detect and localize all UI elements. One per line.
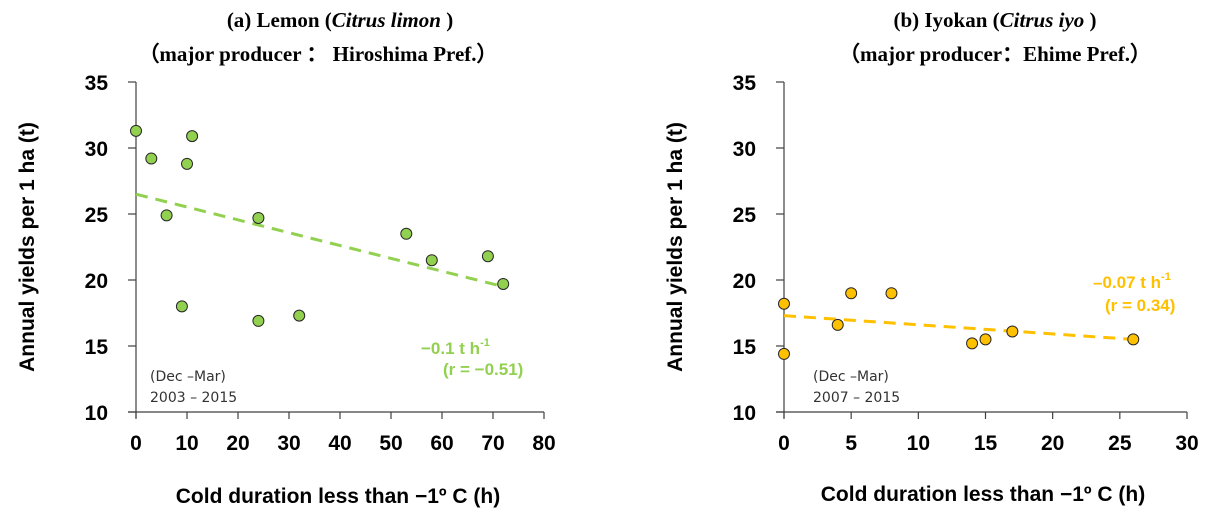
chart-title: (b) Iyokan (Citrus iyo ) (893, 8, 1096, 32)
x-tick-label: 0 (130, 432, 142, 455)
y-tick-label: 15 (733, 336, 757, 359)
data-point (497, 277, 510, 290)
x-tick-label: 60 (430, 432, 453, 455)
y-axis-label: Annual yields per 1 ha (t) (664, 122, 687, 372)
y-tick-label: 25 (85, 204, 109, 227)
trendline (135, 192, 504, 289)
data-point (400, 227, 413, 240)
panel-iyokan: (b) Iyokan (Citrus iyo ) （major producer… (664, 8, 1199, 506)
data-point (425, 254, 438, 267)
y-tick-label: 20 (733, 270, 756, 293)
data-point (252, 211, 265, 224)
y-tick-label: 30 (85, 138, 108, 161)
slope-annotation: –0.07 t h-1 (1093, 271, 1171, 292)
slope-annotation: −0.1 t h-1 (421, 337, 490, 358)
y-tick-label: 15 (85, 336, 109, 359)
x-axis-label: Cold duration less than −1º C (h) (821, 483, 1145, 506)
data-point (293, 309, 306, 322)
x-tick-label: 0 (778, 432, 790, 455)
data-point (175, 300, 188, 313)
data-point (1006, 325, 1019, 338)
period-note: (Dec –Mar) (150, 369, 226, 385)
chart-subtitle: （major producer：Ehime Pref.） (839, 42, 1151, 66)
data-point (885, 287, 898, 300)
x-axis-label: Cold duration less than −1º C (h) (176, 485, 500, 508)
x-tick-label: 15 (974, 432, 998, 455)
r-annotation: (r = −0.51) (443, 360, 523, 379)
data-point (160, 209, 173, 222)
r-annotation: (r = 0.34) (1105, 296, 1175, 315)
x-tick-label: 80 (532, 432, 555, 455)
data-point (966, 337, 979, 350)
y-tick-label: 10 (85, 402, 108, 425)
period-note: (Dec –Mar) (813, 369, 889, 385)
x-tick-label: 30 (1175, 432, 1198, 455)
trendline (783, 314, 1134, 341)
years-note: 2007 – 2015 (813, 390, 900, 406)
data-point (778, 297, 790, 310)
chart-title: (a) Lemon (Citrus limon ) (227, 8, 453, 32)
x-tick-label: 30 (277, 432, 300, 455)
y-tick-label: 35 (733, 72, 757, 95)
years-note: 2003 – 2015 (150, 390, 237, 406)
data-point (186, 130, 199, 143)
panel-lemon: (a) Lemon (Citrus limon ) （major produce… (16, 8, 556, 508)
data-point (130, 124, 142, 137)
data-point (145, 152, 158, 165)
data-point (831, 318, 844, 331)
data-point (845, 287, 858, 300)
x-tick-label: 10 (175, 432, 198, 455)
x-tick-label: 40 (328, 432, 351, 455)
y-tick-label: 20 (85, 270, 108, 293)
data-point (1127, 333, 1140, 346)
y-axis-label: Annual yields per 1 ha (t) (16, 122, 39, 372)
x-tick-label: 25 (1108, 432, 1132, 455)
data-point (979, 333, 992, 346)
x-tick-label: 70 (481, 432, 504, 455)
data-point (252, 314, 265, 327)
y-tick-label: 25 (733, 204, 757, 227)
x-tick-label: 10 (907, 432, 930, 455)
x-tick-label: 50 (379, 432, 402, 455)
data-point (481, 250, 494, 263)
data-point (778, 347, 790, 360)
data-point (181, 157, 193, 170)
chart-subtitle: （major producer ： Hiroshima Pref.） (138, 42, 497, 66)
y-tick-label: 10 (733, 402, 756, 425)
y-tick-label: 30 (733, 138, 756, 161)
y-tick-label: 35 (85, 72, 109, 95)
x-tick-label: 5 (845, 432, 857, 455)
x-tick-label: 20 (1041, 432, 1064, 455)
x-tick-label: 20 (226, 432, 249, 455)
